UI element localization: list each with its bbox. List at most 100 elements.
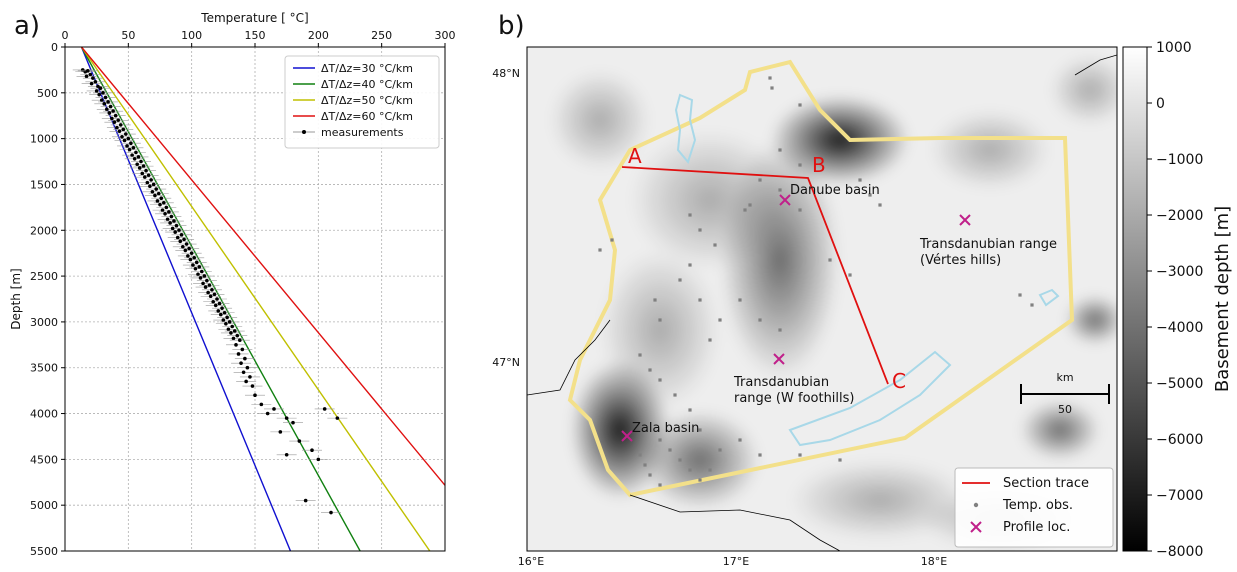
lat-tick-48: 48°N	[492, 67, 520, 80]
temp-obs-dot	[688, 213, 692, 217]
label-transdanubian-vertes-2: (Vértes hills)	[920, 253, 1001, 268]
measurement-point	[129, 141, 133, 146]
temp-obs-dot	[1030, 303, 1034, 307]
measurement-point	[88, 72, 93, 77]
measurement-point	[259, 402, 264, 407]
measurement-point	[94, 89, 99, 93]
measurement-point	[131, 146, 136, 150]
temp-obs-dot	[748, 203, 752, 207]
measurement-point	[124, 132, 128, 136]
measurement-point	[169, 214, 174, 219]
measurement-point	[155, 199, 160, 203]
colorbar-tick-label: 1000	[1156, 40, 1192, 56]
legend-temp-obs: Temp. obs.	[1002, 498, 1073, 513]
measurement-point	[122, 138, 127, 143]
border-line	[527, 319, 611, 396]
section-point-c: C	[892, 369, 906, 393]
colorbar-tick-label: −1000	[1156, 152, 1203, 168]
temp-obs-dot	[778, 188, 782, 192]
measurement-point	[265, 411, 270, 416]
colorbar-tick-label: −5000	[1156, 376, 1203, 392]
temp-obs-dots	[598, 76, 1034, 487]
measurement-point	[197, 265, 202, 269]
measurement-point	[177, 228, 181, 233]
measurement-point	[108, 104, 113, 109]
panel-b-label: b)	[498, 11, 525, 41]
measurement-point	[134, 150, 138, 155]
measurement-point	[227, 320, 232, 324]
measurement-point	[205, 278, 209, 283]
colorbar-tick-label: −2000	[1156, 208, 1203, 224]
temp-obs-dot	[668, 448, 672, 452]
measurement-point	[121, 127, 126, 132]
legend-profile-loc: Profile loc.	[1003, 520, 1070, 535]
measurement-point	[127, 147, 132, 152]
measurement-point	[186, 254, 190, 258]
measurement-point	[162, 200, 166, 205]
measurement-point	[244, 379, 248, 384]
map-legend: Section trace Temp. obs. Profile loc.	[954, 467, 1114, 548]
temp-obs-dot	[678, 278, 682, 282]
measurement-point	[207, 283, 212, 288]
temp-obs-dot	[698, 298, 702, 302]
colorbar	[1122, 46, 1148, 552]
legend: ΔT/Δz=30 °C/km ΔT/Δz=40 °C/km ΔT/Δz=50 °C/…	[284, 55, 440, 149]
measurement-point	[212, 292, 217, 297]
measurement-point	[187, 246, 191, 251]
y-tick-label: 500	[37, 87, 58, 100]
measurement-point	[159, 196, 164, 200]
label-transdanubian-vertes-1: Transdanubian range	[919, 237, 1057, 252]
measurement-point	[201, 281, 205, 286]
measurement-point	[225, 315, 229, 320]
colorbar-tick-label: −7000	[1156, 488, 1203, 504]
measurement-point	[219, 312, 223, 317]
temp-obs-dot	[688, 263, 692, 267]
measurement-point	[113, 113, 118, 118]
measurement-point	[215, 297, 219, 301]
lake-outline	[674, 93, 697, 165]
profile-marker	[773, 353, 785, 365]
lon-tick-16: 16°E	[518, 555, 544, 568]
temp-obs-dot	[878, 203, 882, 207]
temp-obs-dot	[708, 468, 712, 472]
measurement-point	[217, 301, 222, 306]
temp-obs-dot	[758, 453, 762, 457]
measurement-point	[248, 375, 252, 379]
measurement-point	[192, 255, 196, 260]
measurement-point	[291, 420, 295, 425]
measurement-point	[146, 173, 151, 178]
colorbar-ticks: 1000 0 −1000 −2000 −3000 −4000 −5000 −6000 −7000…	[1147, 40, 1203, 560]
temp-obs-dot	[638, 453, 642, 457]
legend-entry: ΔT/Δz=50 °C/km	[321, 94, 413, 107]
y-axis-title: Depth [m]	[9, 268, 23, 329]
study-area-outline	[567, 59, 1075, 498]
temp-obs-dot	[678, 458, 682, 462]
measurement-point	[210, 288, 214, 292]
temp-obs-dot	[798, 453, 802, 457]
y-tick-label: 3500	[30, 362, 58, 375]
measurement-point	[153, 193, 157, 198]
y-tick-label: 2000	[30, 224, 58, 237]
measurement-point	[154, 187, 158, 191]
measurement-point	[226, 327, 231, 332]
measurement-point	[143, 175, 147, 179]
y-axis-ticks: 0 500 1000 1500 2000 2500 3000 3500 4000 4500 5000…	[30, 41, 65, 558]
temp-obs-dot	[638, 353, 642, 357]
temp-obs-dot	[778, 328, 782, 332]
measurement-point	[335, 416, 340, 420]
measurement-point	[208, 294, 213, 299]
measurement-point	[86, 69, 90, 73]
measurement-point	[151, 182, 156, 187]
label-transdanubian-w-1: Transdanubian	[733, 375, 829, 390]
temp-obs-dot	[798, 103, 802, 107]
measurement-point	[107, 111, 112, 115]
measurement-point	[278, 430, 283, 434]
temp-obs-dot	[610, 238, 614, 242]
measurement-point	[112, 120, 117, 124]
measurement-point	[101, 91, 105, 95]
measurement-point	[106, 100, 110, 104]
profile-marker	[959, 214, 971, 226]
measurement-point	[130, 153, 134, 157]
legend-entry: measurements	[321, 126, 404, 139]
